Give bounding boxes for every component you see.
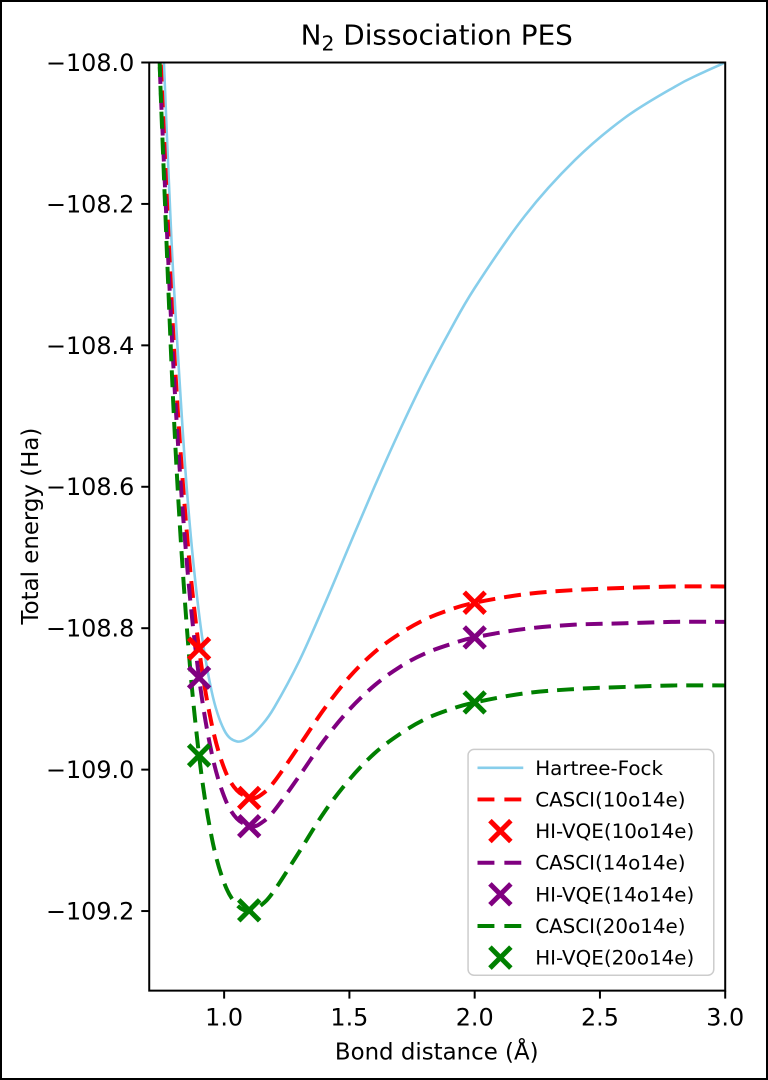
y-axis: −108.0 −108.2 −108.4 −108.6 −108.8 −109.0 −109… xyxy=(46,49,150,926)
y-tick-label: −108.2 xyxy=(46,190,134,218)
series-markers-hivqe_10o14e xyxy=(186,590,487,811)
y-tick-label: −109.0 xyxy=(46,756,134,784)
x-tick-label: 1.5 xyxy=(330,1003,368,1031)
legend-entry-hivqe_14o14e: HI-VQE(14o14e) xyxy=(488,882,694,907)
x-tick-label: 2.0 xyxy=(456,1003,494,1031)
axes-spines xyxy=(148,61,727,992)
legend-entry-hartree_fock: Hartree-Fock xyxy=(477,757,663,780)
series-line-casci_10o14e xyxy=(158,62,726,801)
legend-label-casci_20o14e: CASCI(20o14e) xyxy=(535,915,685,938)
chart-title-main: N xyxy=(301,19,322,52)
series-line-casci_14o14e xyxy=(157,62,726,829)
legend-entry-casci_10o14e: CASCI(10o14e) xyxy=(477,788,686,811)
series-line-casci_20o14e xyxy=(157,62,726,914)
y-tick-label: −108.4 xyxy=(46,332,134,360)
legend-handle-hivqe_10o14e xyxy=(488,818,513,844)
legend-handle-hivqe_20o14e xyxy=(488,945,513,970)
x-tick-label: 1.0 xyxy=(205,1003,243,1031)
marker-group xyxy=(186,590,487,923)
series-group xyxy=(157,62,726,914)
x-axis: 1.0 1.5 2.0 2.5 3.0 xyxy=(205,990,744,1031)
legend-label-casci_10o14e: CASCI(10o14e) xyxy=(535,788,685,811)
legend-entry-casci_14o14e: CASCI(14o14e) xyxy=(477,852,686,875)
legend-label-casci_14o14e: CASCI(14o14e) xyxy=(535,852,685,875)
x-axis-label: Bond distance (Å) xyxy=(335,1037,539,1065)
x-tick-label: 3.0 xyxy=(706,1003,744,1031)
legend-label-hivqe_10o14e: HI-VQE(10o14e) xyxy=(535,820,694,843)
y-tick-label: −108.8 xyxy=(46,615,134,643)
legend-label-hartree_fock: Hartree-Fock xyxy=(535,757,663,780)
series-markers-hivqe_20o14e xyxy=(186,690,487,923)
y-tick-label: −108.0 xyxy=(46,49,134,77)
series-line-hartree_fock xyxy=(162,62,726,743)
legend-handle-hivqe_14o14e xyxy=(488,882,513,907)
legend-entry-hivqe_10o14e: HI-VQE(10o14e) xyxy=(488,818,694,844)
x-tick-label: 2.5 xyxy=(581,1003,619,1031)
chart-title-rest: Dissociation PES xyxy=(334,19,572,52)
y-tick-label: −108.6 xyxy=(46,473,134,501)
legend-label-hivqe_14o14e: HI-VQE(14o14e) xyxy=(535,883,694,906)
legend-frame xyxy=(467,748,715,976)
chart-title-subscript: 2 xyxy=(321,32,334,56)
legend-label-hivqe_20o14e: HI-VQE(20o14e) xyxy=(535,947,694,970)
y-tick-label: −109.2 xyxy=(46,898,134,926)
series-markers-hivqe_14o14e xyxy=(186,625,487,839)
chart-title: N2 Dissociation PES xyxy=(301,19,573,56)
legend: Hartree-Fock CASCI(10o14e) HI-VQE(10o14e) C… xyxy=(467,748,715,976)
legend-entry-hivqe_20o14e: HI-VQE(20o14e) xyxy=(488,945,694,970)
y-axis-label: Total energy (Ha) xyxy=(18,428,44,626)
legend-entry-casci_20o14e: CASCI(20o14e) xyxy=(477,915,686,938)
